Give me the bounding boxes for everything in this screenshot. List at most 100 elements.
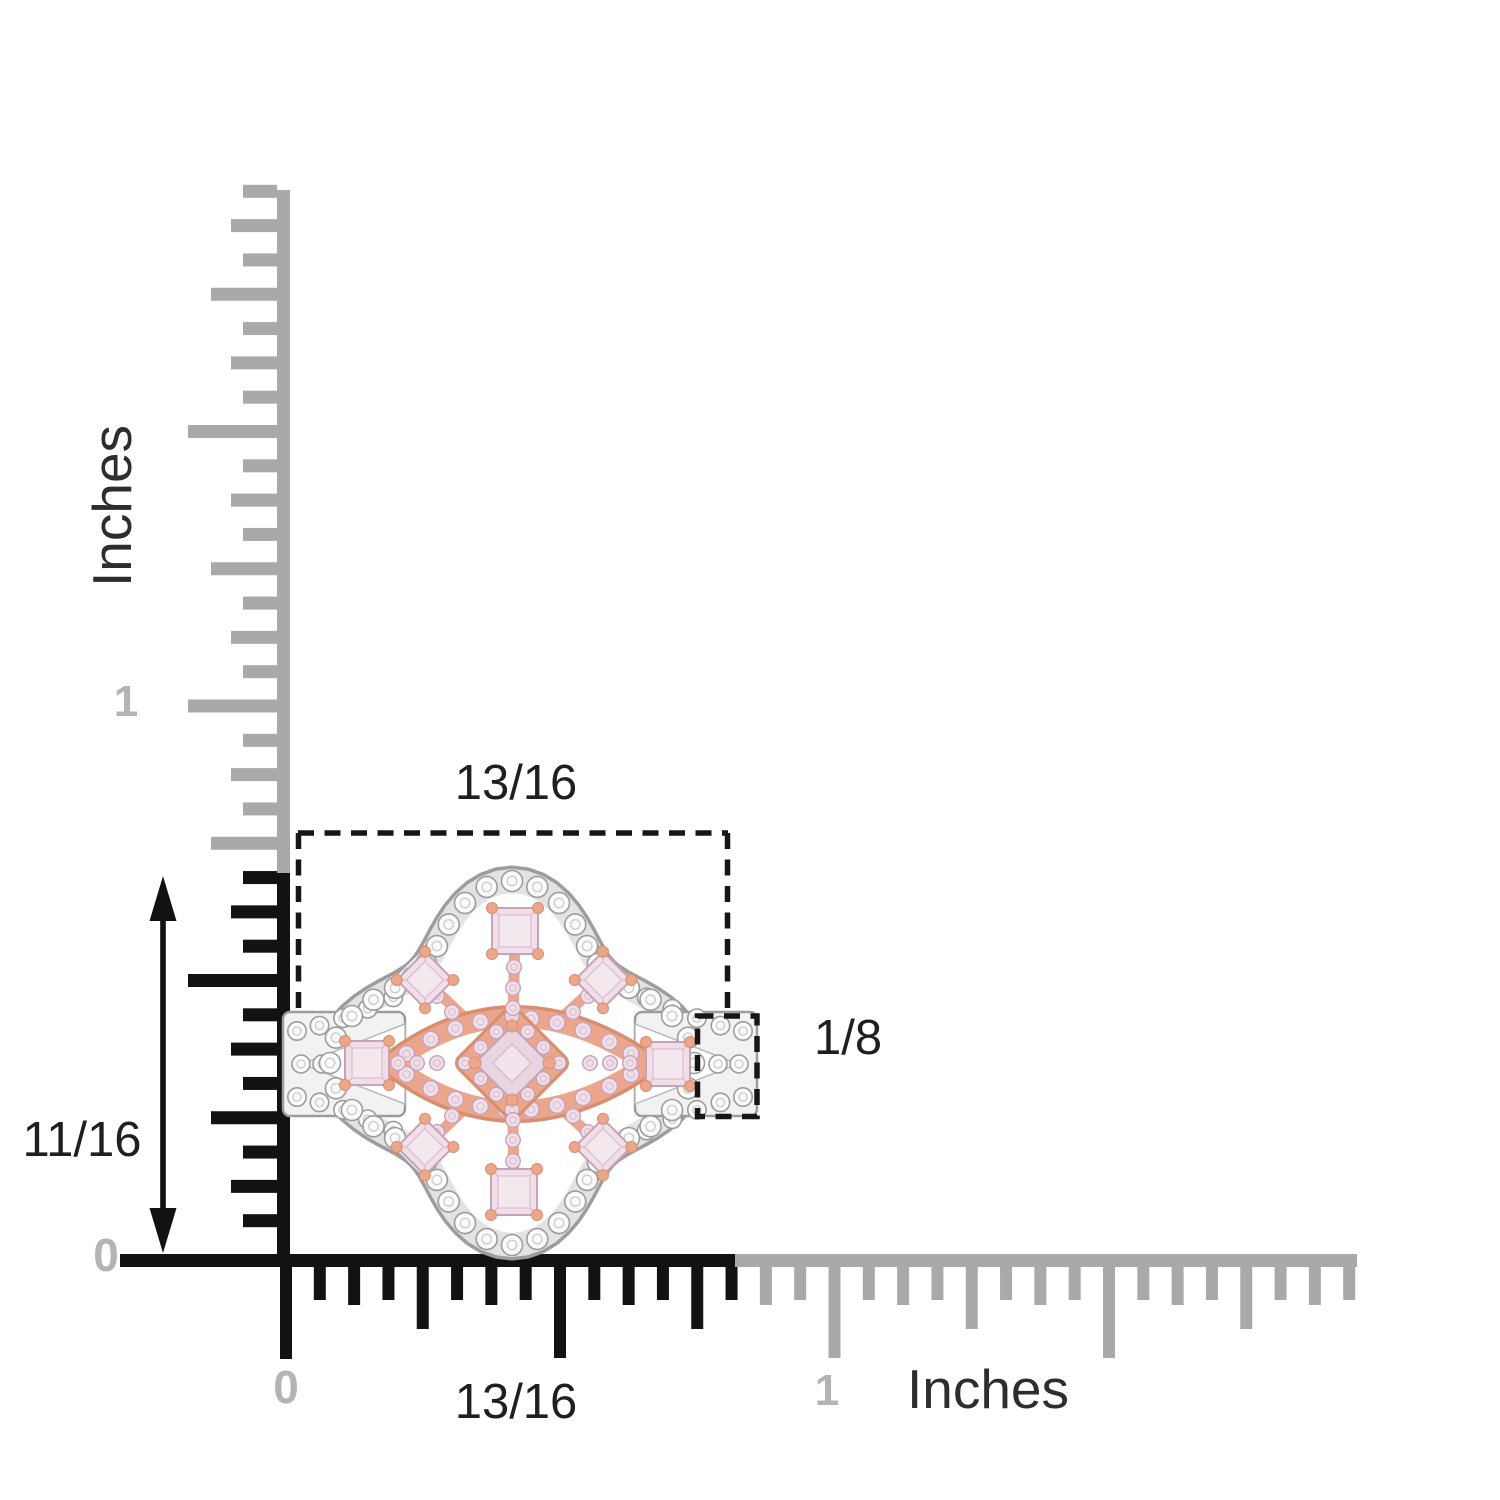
rose-gold-prong	[390, 1141, 403, 1153]
horizontal-ruler-tick	[1240, 1267, 1253, 1329]
rose-gold-prong	[684, 1036, 696, 1048]
pink-diamond-stone	[471, 1097, 490, 1116]
pink-diamond-facet	[509, 1136, 517, 1144]
rose-gold-prong	[597, 1112, 609, 1125]
band-width-label: 1/8	[814, 1011, 882, 1065]
pink-diamond-facet	[539, 1074, 548, 1083]
white-diamond-facet	[459, 1217, 471, 1229]
pink-diamond-stone	[422, 1080, 440, 1098]
pink-princess-stone	[640, 1036, 696, 1092]
white-diamond-facet	[553, 1217, 565, 1229]
white-diamond-facet	[314, 1020, 325, 1031]
pink-diamond-stone	[506, 959, 523, 976]
pink-diamond-facet	[606, 1059, 614, 1067]
pink-diamond-stone	[390, 1054, 407, 1071]
white-diamond-facet	[506, 875, 518, 887]
vertical-ruler-tick	[243, 665, 277, 679]
horizontal-ruler-tick	[588, 1267, 601, 1300]
horizontal-ruler-tick	[862, 1267, 875, 1300]
white-diamond-stone	[708, 1054, 728, 1074]
pink-diamond-stone	[471, 1012, 490, 1031]
white-diamond-facet	[531, 881, 543, 893]
pink-diamond-facet	[426, 1035, 435, 1044]
white-diamond-stone	[547, 1211, 571, 1235]
white-diamond-stone	[575, 934, 599, 958]
white-diamond-stone	[318, 1051, 342, 1075]
white-diamond-stone	[291, 1054, 311, 1074]
white-diamond-facet	[569, 919, 581, 930]
horizontal-ruler-unit-label: Inches	[907, 1358, 1069, 1420]
pink-princess-stone	[568, 945, 638, 1015]
horizontal-ruler-zero-tick	[280, 1267, 292, 1359]
arrow-head-up-icon	[149, 876, 177, 921]
princess-facet	[405, 960, 445, 1000]
pink-diamond-facet	[605, 1081, 614, 1091]
vertical-ruler-tick	[231, 905, 277, 919]
white-diamond-facet	[368, 994, 379, 1006]
band-width-measurement-box	[694, 1013, 760, 1120]
horizontal-ruler-tick	[1000, 1267, 1013, 1300]
white-diamond-facet	[715, 1020, 726, 1031]
princess-facet	[405, 1127, 445, 1167]
pink-diamond-stone	[444, 1107, 461, 1124]
white-diamond-facet	[431, 940, 443, 952]
pink-diamond-stone	[472, 1039, 489, 1056]
white-diamond-stone	[309, 1092, 330, 1113]
white-diamond-stone	[660, 1004, 684, 1028]
pink-diamond-facet	[476, 1102, 485, 1111]
rose-gold-prong	[485, 1209, 497, 1221]
rose-gold-prong	[339, 1035, 351, 1047]
vertical-ruler-tick	[243, 390, 277, 404]
princess-facet	[498, 914, 532, 948]
vertical-inch-ruler	[120, 184, 290, 1267]
horizontal-ruler-tick	[1034, 1267, 1047, 1305]
rose-gold-prong	[339, 1079, 351, 1091]
pink-diamond-stone	[505, 1131, 522, 1148]
pink-diamond-facet	[510, 963, 518, 971]
vertical-ruler-tick	[243, 527, 277, 541]
pink-diamond-facet	[476, 1074, 485, 1083]
white-diamond-stone	[309, 1015, 330, 1036]
horizontal-ruler-tick	[1103, 1267, 1115, 1358]
pink-diamond-stone	[602, 1054, 619, 1071]
pink-diamond-stone	[505, 1152, 522, 1169]
rose-gold-prong	[447, 1141, 460, 1153]
rose-gold-prong	[447, 974, 460, 986]
pink-diamond-facet	[578, 1093, 588, 1102]
pink-diamond-facet	[552, 1101, 562, 1110]
pink-diamond-facet	[451, 1095, 460, 1104]
vertical-ruler-tick	[188, 699, 277, 713]
pink-diamond-stone	[565, 1107, 582, 1124]
pink-diamond-facet	[433, 1059, 441, 1067]
vertical-ruler-tick	[243, 184, 277, 198]
white-diamond-facet	[666, 1104, 678, 1116]
white-diamond-stone	[500, 1233, 524, 1257]
rose-gold-prong	[625, 1141, 638, 1153]
pink-diamond-facet	[448, 1112, 456, 1120]
pink-diamond-facet	[509, 1116, 517, 1124]
height-measurement-arrow	[149, 876, 177, 1253]
white-diamond-stone	[437, 1190, 461, 1213]
rose-gold-prong	[531, 1209, 543, 1221]
pink-diamond-stone	[574, 1021, 592, 1040]
vertical-ruler-tick	[243, 596, 277, 610]
white-diamond-facet	[292, 1026, 302, 1036]
horizontal-ruler-tick	[348, 1267, 361, 1305]
horizontal-ruler-tick	[1308, 1267, 1321, 1305]
pink-diamond-stone	[505, 1000, 522, 1017]
horizontal-ruler-tick	[931, 1267, 944, 1300]
white-diamond-stone	[563, 1190, 587, 1213]
vertical-ruler-tick	[211, 836, 277, 850]
pink-diamond-stone	[565, 1004, 582, 1021]
vertical-ruler-spine-inactive	[277, 190, 290, 873]
pink-diamond-stone	[519, 1023, 536, 1040]
rose-gold-prong	[531, 1163, 543, 1175]
rose-gold-prong	[505, 1093, 519, 1107]
vertical-ruler-tick	[243, 939, 277, 953]
horizontal-ruler-tick	[725, 1267, 738, 1300]
pink-princess-stone	[339, 1035, 395, 1091]
rose-gold-prong	[419, 1112, 431, 1125]
horizontal-ruler-tick	[656, 1267, 669, 1300]
pink-diamond-stone	[505, 1111, 522, 1128]
pink-diamond-stone	[409, 1054, 426, 1071]
